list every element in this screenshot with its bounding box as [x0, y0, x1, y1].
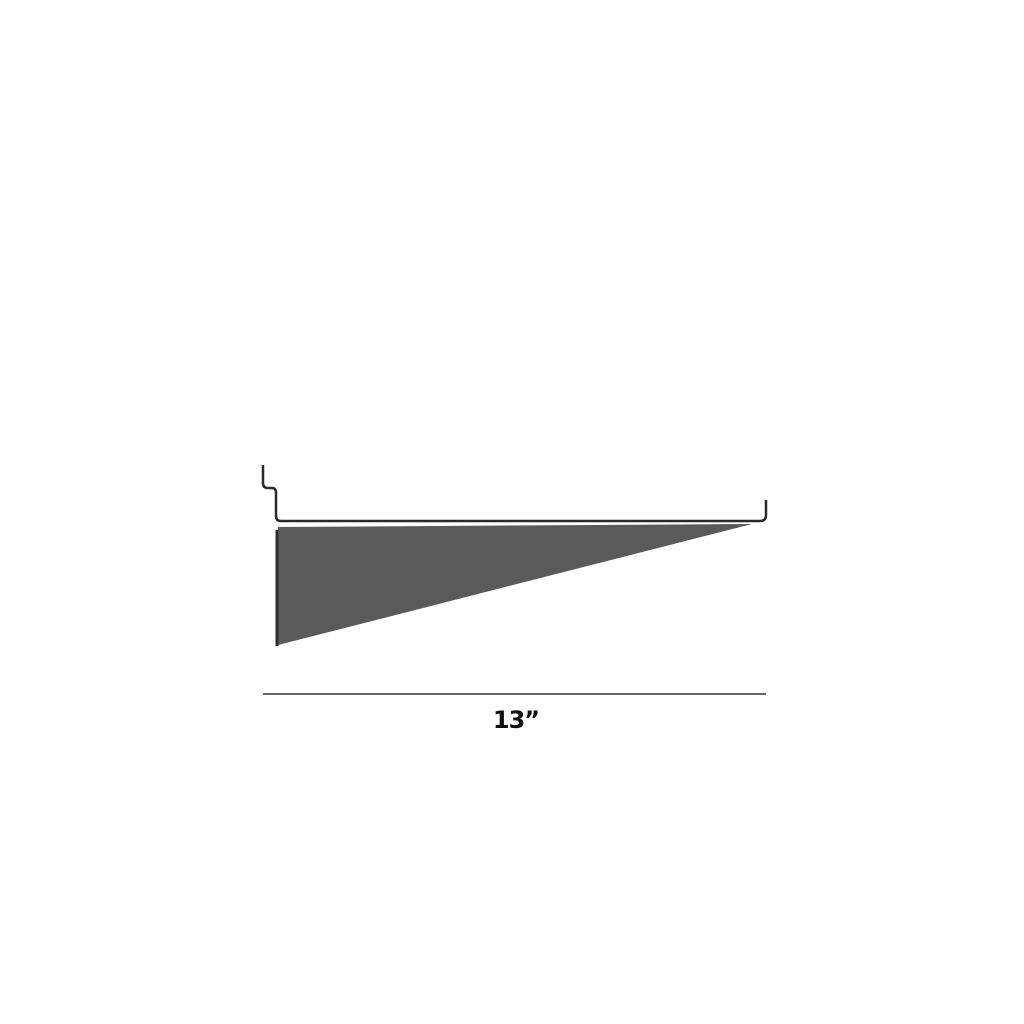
bracket-wire-arm: [261, 465, 768, 523]
dimension-label: 13”: [492, 706, 540, 734]
bracket-plate: [278, 524, 752, 645]
